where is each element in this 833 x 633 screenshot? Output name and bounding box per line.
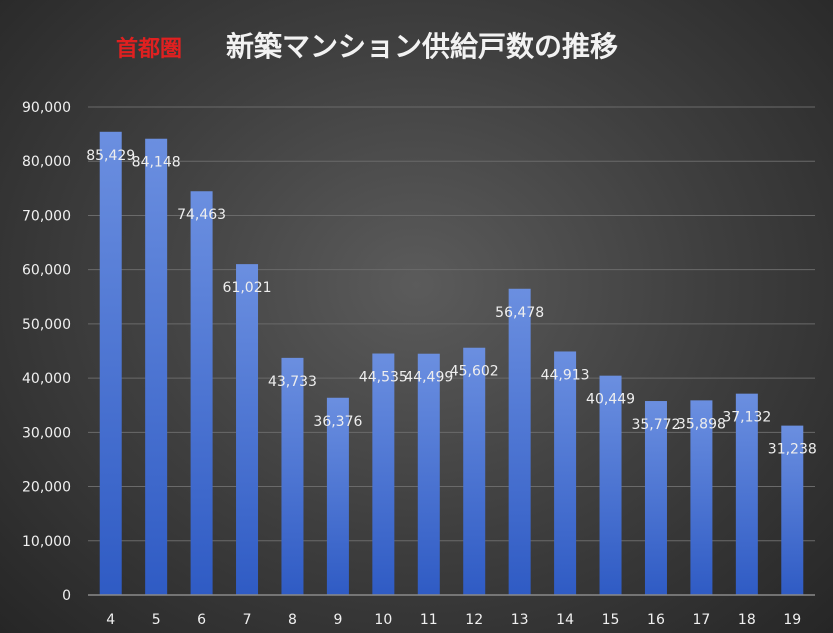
y-tick-label: 50,000 bbox=[22, 317, 71, 333]
x-tick-label: 8 bbox=[288, 612, 297, 628]
x-tick-label: 14 bbox=[556, 612, 574, 628]
bars bbox=[99, 131, 804, 596]
data-label: 35,772 bbox=[631, 417, 680, 433]
bar bbox=[644, 401, 667, 595]
data-label: 74,463 bbox=[177, 207, 226, 223]
bar bbox=[417, 353, 440, 595]
data-label: 44,535 bbox=[359, 370, 408, 386]
bar bbox=[99, 131, 122, 595]
data-label: 35,898 bbox=[677, 416, 726, 432]
bar bbox=[508, 288, 531, 595]
bar bbox=[236, 264, 259, 595]
x-tick-label: 7 bbox=[243, 612, 252, 628]
x-tick-label: 12 bbox=[465, 612, 483, 628]
x-tick-label: 11 bbox=[420, 612, 438, 628]
bar bbox=[463, 347, 486, 595]
y-tick-label: 80,000 bbox=[22, 154, 71, 170]
data-label: 44,913 bbox=[541, 367, 590, 383]
x-tick-label: 6 bbox=[197, 612, 206, 628]
x-tick-label: 10 bbox=[374, 612, 392, 628]
bar bbox=[735, 393, 758, 595]
bar bbox=[372, 353, 395, 595]
bar bbox=[599, 375, 622, 595]
y-tick-label: 10,000 bbox=[22, 534, 71, 550]
y-tick-label: 40,000 bbox=[22, 371, 71, 387]
data-label: 84,148 bbox=[132, 155, 181, 171]
bar bbox=[326, 397, 349, 595]
y-tick-label: 0 bbox=[62, 588, 71, 604]
bar bbox=[145, 138, 168, 596]
data-label: 43,733 bbox=[268, 374, 317, 390]
x-tick-label: 16 bbox=[647, 612, 665, 628]
x-tick-label: 17 bbox=[692, 612, 710, 628]
bar bbox=[690, 400, 713, 595]
data-label: 61,021 bbox=[223, 280, 272, 296]
bar bbox=[281, 357, 304, 595]
chart-title: 新築マンション供給戸数の推移 bbox=[226, 30, 618, 63]
data-label: 56,478 bbox=[495, 305, 544, 321]
chart-title-prefix: 首都圏 bbox=[116, 36, 182, 62]
data-label: 37,132 bbox=[722, 410, 771, 426]
data-label: 44,499 bbox=[404, 370, 453, 386]
bar bbox=[781, 425, 804, 595]
x-tick-label: 9 bbox=[333, 612, 342, 628]
x-tick-label: 4 bbox=[106, 612, 115, 628]
x-tick-label: 15 bbox=[602, 612, 620, 628]
y-tick-label: 30,000 bbox=[22, 425, 71, 441]
y-axis-tick-labels: 0 10,000 20,000 30,000 40,000 50,000 60,000 70,… bbox=[22, 100, 71, 604]
x-axis-tick-labels: 4 5 6 7 8 9 10 11 12 13 14 15 16 17 18 19 bbox=[106, 612, 801, 628]
y-tick-label: 90,000 bbox=[22, 100, 71, 116]
bar bbox=[554, 351, 577, 595]
x-tick-label: 19 bbox=[783, 612, 801, 628]
bar bbox=[190, 191, 213, 596]
data-label: 31,238 bbox=[768, 442, 817, 458]
data-label: 36,376 bbox=[313, 414, 362, 430]
data-label: 85,429 bbox=[86, 148, 135, 164]
x-tick-label: 5 bbox=[152, 612, 161, 628]
y-tick-label: 60,000 bbox=[22, 263, 71, 279]
x-tick-label: 18 bbox=[738, 612, 756, 628]
y-tick-label: 70,000 bbox=[22, 208, 71, 224]
x-tick-label: 13 bbox=[511, 612, 529, 628]
data-label: 40,449 bbox=[586, 392, 635, 408]
data-label: 45,602 bbox=[450, 364, 499, 380]
y-tick-label: 20,000 bbox=[22, 480, 71, 496]
